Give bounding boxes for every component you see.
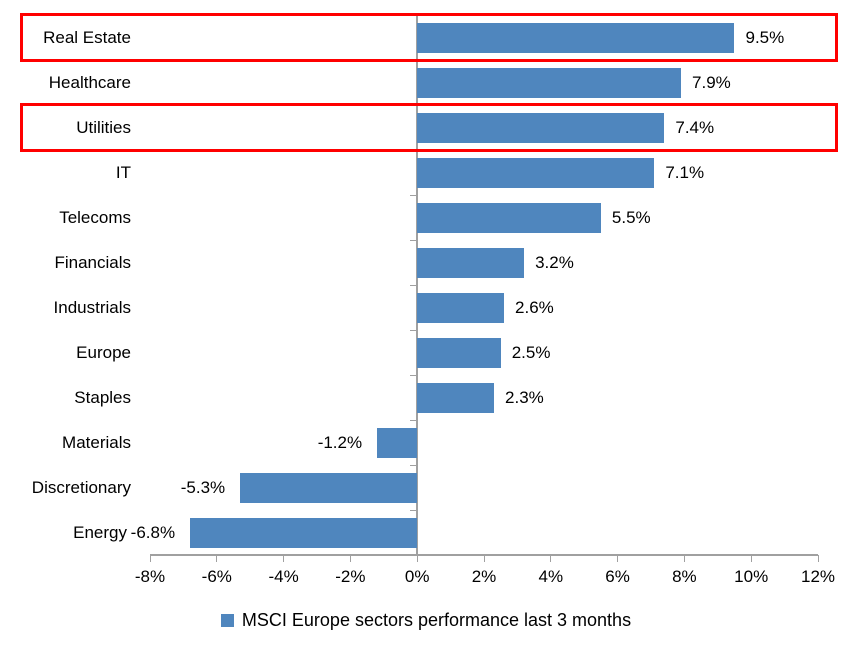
x-axis-tick-label: -6% (201, 567, 232, 586)
x-axis-tick (283, 555, 285, 562)
bar (417, 337, 501, 368)
x-axis-tick-label: 2% (471, 567, 497, 586)
value-label: 2.3% (505, 387, 544, 407)
category-axis-tick (410, 419, 418, 421)
bar (417, 157, 655, 188)
x-axis-tick-label: 0% (404, 567, 430, 586)
category-label: Financials (54, 252, 131, 272)
x-axis-tick (349, 555, 351, 562)
x-axis-tick-label: -8% (134, 567, 166, 586)
value-label: 7.1% (665, 162, 705, 182)
value-label: 2.6% (515, 297, 554, 317)
x-axis-tick (416, 555, 418, 562)
bar (377, 427, 418, 458)
category-axis-tick (410, 194, 418, 196)
x-axis-tick (750, 555, 752, 562)
x-axis-tick-label: 12% (800, 567, 836, 586)
x-axis-tick (216, 555, 218, 562)
bar (417, 112, 665, 143)
value-label: 5.5% (611, 207, 651, 227)
x-axis-tick-label: 8% (672, 567, 697, 586)
category-axis-tick (410, 554, 418, 556)
x-axis-tick-label: 6% (605, 567, 630, 586)
value-label: 2.5% (511, 342, 551, 362)
x-axis-tick-label: 4% (538, 567, 564, 586)
category-label: Staples (74, 387, 131, 407)
bar (417, 382, 494, 413)
value-label: 3.2% (535, 252, 574, 272)
bar (190, 517, 418, 548)
value-label: -6.8% (130, 522, 176, 542)
bar (417, 67, 682, 98)
category-axis-tick (410, 509, 418, 511)
category-label: Discretionary (31, 477, 131, 497)
bar (417, 247, 525, 278)
category-label: IT (115, 162, 131, 182)
highlight-box (20, 103, 838, 152)
category-label: Real Estate (43, 27, 131, 47)
legend: MSCI Europe sectors performance last 3 m… (0, 606, 852, 634)
category-label: Healthcare (48, 72, 131, 92)
x-axis-tick-label: -2% (335, 567, 366, 586)
value-label: 9.5% (745, 27, 785, 47)
category-label: Energy (73, 522, 127, 542)
category-label: Materials (62, 432, 131, 452)
x-axis-tick-label: -4% (268, 567, 299, 586)
x-axis-tick (483, 555, 485, 562)
value-label: 7.9% (692, 72, 731, 92)
x-axis-tick (683, 555, 685, 562)
bar (417, 292, 505, 323)
x-axis-tick (550, 555, 552, 562)
category-axis-tick (410, 239, 418, 241)
category-label: Telecoms (59, 207, 131, 227)
x-axis-tick-label: 10% (734, 567, 769, 586)
value-label: -1.2% (317, 432, 363, 452)
category-label: Industrials (53, 297, 131, 317)
highlight-box (20, 13, 838, 62)
x-axis-tick (149, 555, 151, 562)
category-axis-tick (410, 374, 418, 376)
bar (417, 22, 735, 53)
category-axis-tick (410, 464, 418, 466)
category-label: Utilities (76, 117, 131, 137)
x-axis-tick (817, 555, 819, 562)
bar (417, 202, 601, 233)
value-label: 7.4% (675, 117, 715, 137)
category-axis-tick (410, 284, 418, 286)
category-axis-tick (410, 329, 418, 331)
category-axis-line (416, 15, 419, 555)
bar (240, 472, 418, 503)
category-label: Europe (76, 342, 131, 362)
x-axis-tick (617, 555, 619, 562)
legend-marker-icon (220, 613, 234, 627)
value-label: -5.3% (180, 477, 226, 497)
legend-label: MSCI Europe sectors performance last 3 m… (241, 610, 632, 630)
